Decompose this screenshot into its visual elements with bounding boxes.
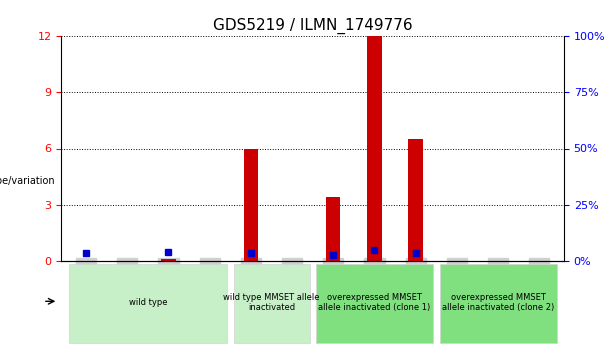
- FancyBboxPatch shape: [234, 264, 310, 343]
- Bar: [408, 139, 423, 261]
- FancyBboxPatch shape: [440, 264, 557, 343]
- Text: overexpressed MMSET
allele inactivated (clone 2): overexpressed MMSET allele inactivated (…: [442, 293, 554, 313]
- Text: genotype/variation: genotype/variation: [0, 176, 55, 187]
- Text: wild type: wild type: [129, 298, 167, 307]
- Bar: [161, 259, 176, 261]
- FancyBboxPatch shape: [69, 264, 227, 343]
- Text: overexpressed MMSET
allele inactivated (clone 1): overexpressed MMSET allele inactivated (…: [318, 293, 430, 313]
- Title: GDS5219 / ILMN_1749776: GDS5219 / ILMN_1749776: [213, 17, 413, 33]
- Text: wild type MMSET allele
inactivated: wild type MMSET allele inactivated: [223, 293, 319, 313]
- Bar: [367, 36, 382, 261]
- FancyBboxPatch shape: [316, 264, 433, 343]
- Bar: [243, 148, 258, 261]
- Bar: [326, 197, 340, 261]
